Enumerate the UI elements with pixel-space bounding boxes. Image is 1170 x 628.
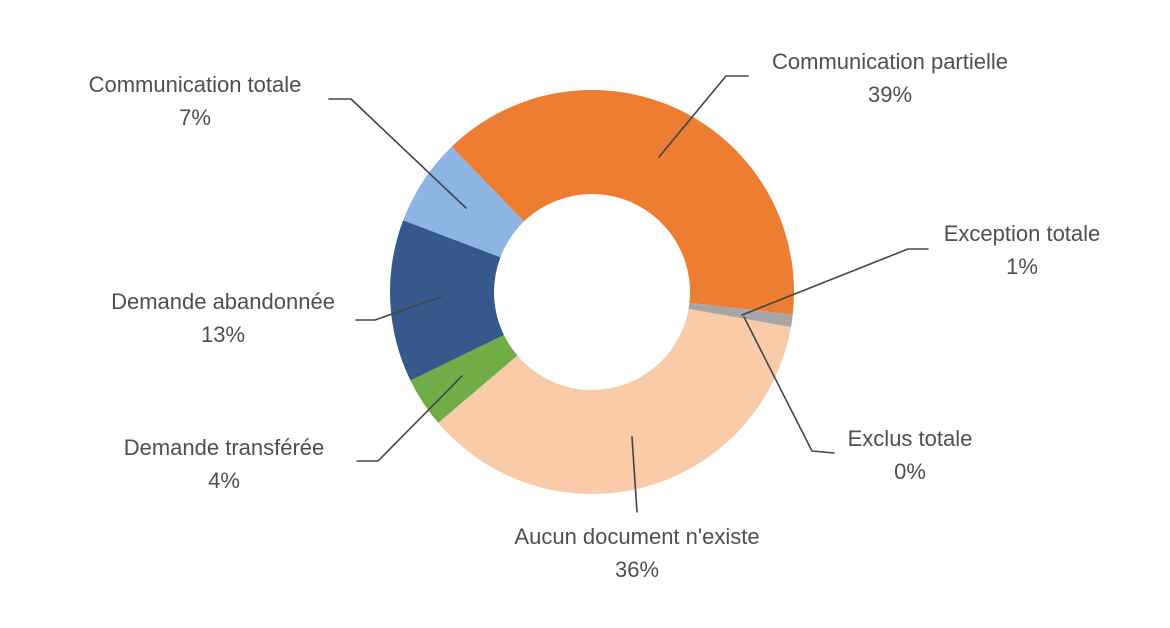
label-demande-transferee: Demande transférée 4% <box>124 431 325 497</box>
label-text: Aucun document n'existe <box>514 524 760 549</box>
leader-line-exception-totale <box>741 248 929 316</box>
slice-communication-partielle <box>451 89 794 315</box>
label-pct: 7% <box>179 105 211 130</box>
label-text: Exception totale <box>943 221 1101 246</box>
label-aucun-document-n-existe: Aucun document n'existe 36% <box>514 520 759 586</box>
label-pct: 39% <box>867 82 913 107</box>
leader-line-communication-partielle <box>658 75 749 158</box>
donut-slices <box>390 89 794 494</box>
label-communication-totale: Communication totale 7% <box>89 68 302 134</box>
slice-aucun-document-n-existe <box>438 309 791 494</box>
leader-line-aucun-document-n-existe <box>631 436 638 513</box>
label-text: Demande transférée <box>123 435 325 460</box>
slice-demande-abandonnee <box>390 220 504 381</box>
label-pct: 36% <box>614 557 660 582</box>
label-text: Demande abandonnée <box>111 289 335 314</box>
label-pct: 1% <box>1006 254 1038 279</box>
leader-line-exclus-totale <box>743 316 835 454</box>
label-pct: 13% <box>200 322 246 347</box>
label-text: Communication partielle <box>772 49 1008 74</box>
label-exception-totale: Exception totale 1% <box>944 217 1101 283</box>
label-text: Exclus totale <box>847 426 973 451</box>
leader-line-demande-abandonnee <box>355 296 442 321</box>
label-text: Communication totale <box>88 72 302 97</box>
leader-line-demande-transferee <box>356 375 463 462</box>
label-communication-partielle: Communication partielle 39% <box>772 45 1008 111</box>
label-pct: 0% <box>894 459 926 484</box>
slice-exception-totale <box>688 302 793 328</box>
leader-line-communication-totale <box>328 98 467 209</box>
label-demande-abandonnee: Demande abandonnée 13% <box>111 285 335 351</box>
label-exclus-totale: Exclus totale 0% <box>848 422 973 488</box>
leader-lines <box>328 75 929 513</box>
label-pct: 4% <box>208 468 240 493</box>
slice-communication-totale <box>403 146 524 258</box>
